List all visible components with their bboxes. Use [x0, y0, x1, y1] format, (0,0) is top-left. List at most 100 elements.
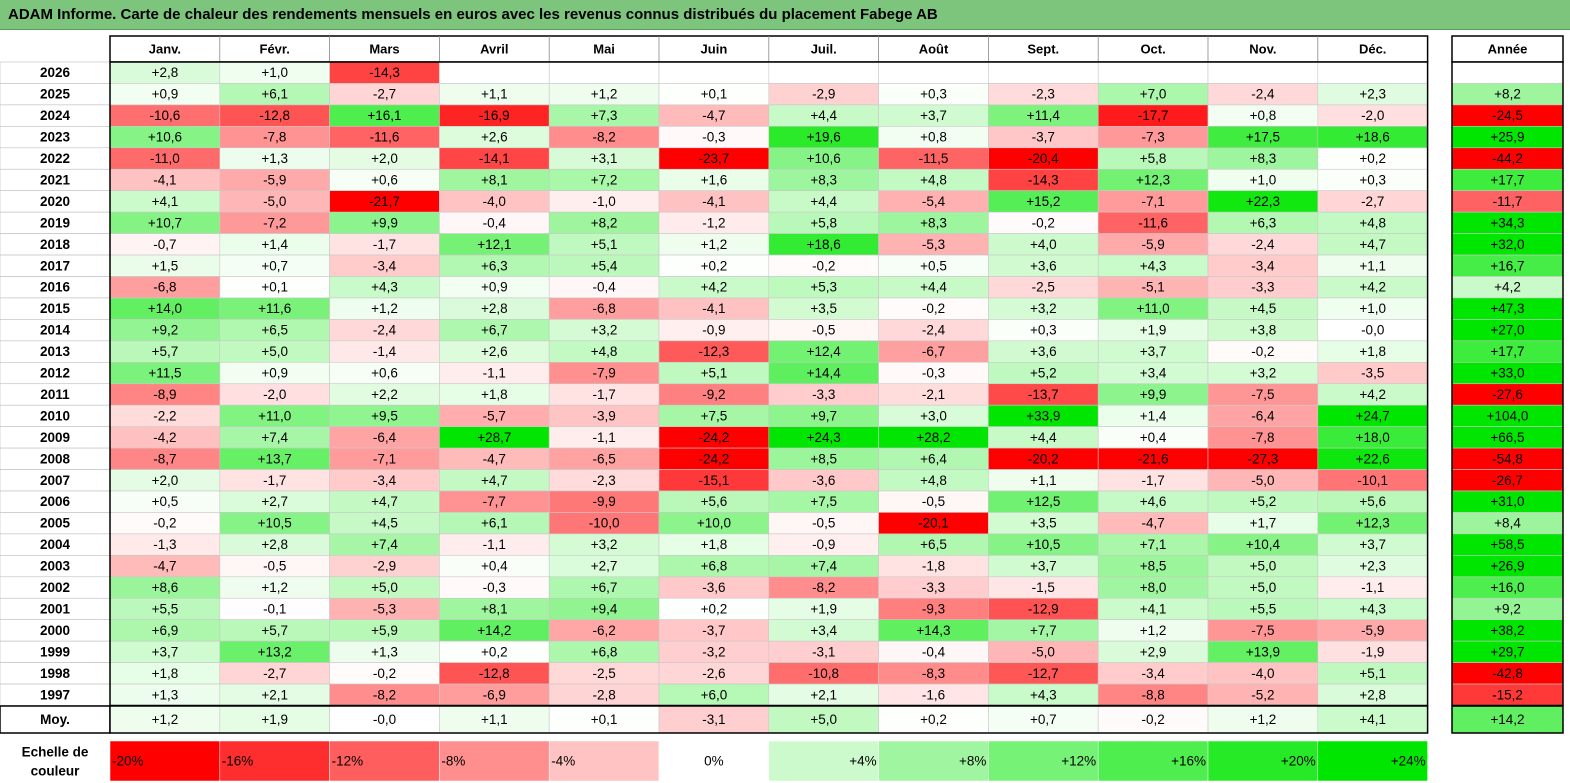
cell-value: -2,3 [1032, 87, 1055, 102]
cell-value: +9,2 [152, 323, 179, 338]
cell-value: -12,7 [1028, 666, 1059, 681]
cell-value: +1,8 [481, 387, 508, 402]
cell-value: +4,3 [1030, 687, 1057, 702]
chart-title: ADAM Informe. Carte de chaleur des rende… [8, 6, 938, 23]
cell-value: -8,7 [153, 451, 176, 466]
year-label: 2004 [40, 537, 71, 552]
cell-value: -0,2 [153, 516, 176, 531]
cell-value: +3,7 [1030, 559, 1057, 574]
scale-tick: -8% [441, 754, 465, 769]
cell-value: +2,8 [1359, 687, 1386, 702]
cell-value: -3,9 [592, 408, 615, 423]
cell-value: -2,8 [592, 687, 615, 702]
cell-value: +0,6 [371, 172, 398, 187]
cell-value: +1,7 [1250, 516, 1277, 531]
cell-value: +4,5 [1250, 301, 1277, 316]
cell-value: +2,1 [261, 687, 288, 702]
cell-value: +4,7 [371, 494, 398, 509]
cell-value: -6,2 [592, 623, 615, 638]
cell-value: +12,1 [477, 237, 511, 252]
year-label: 2020 [40, 194, 70, 209]
cell-value: -1,8 [922, 559, 945, 574]
cell-value: -12,3 [699, 344, 730, 359]
cell-value: +18,6 [807, 237, 841, 252]
cell-value: +1,4 [261, 237, 288, 252]
cell-value: +15,2 [1026, 194, 1060, 209]
cell-value: +10,6 [148, 130, 182, 145]
cell-value: +5,7 [261, 623, 288, 638]
cell-value: -2,4 [922, 323, 946, 338]
cell-value: -8,9 [153, 387, 176, 402]
cell-value: -3,6 [812, 473, 835, 488]
scale-swatch [109, 740, 221, 782]
cell-value: +28,2 [916, 430, 950, 445]
heatmap-cell [1097, 61, 1209, 84]
year-label: 2025 [40, 87, 71, 102]
scale-swatch [658, 740, 770, 782]
heatmap-cell [1207, 61, 1319, 84]
cell-value: +4,8 [920, 473, 947, 488]
heatmap-cell [878, 61, 989, 84]
cell-value: -0,3 [702, 130, 725, 145]
annual-cell [1451, 61, 1564, 84]
cell-value: +5,4 [591, 258, 618, 273]
cell-value: +6,0 [701, 687, 728, 702]
cell-value: -2,3 [592, 473, 615, 488]
cell-value: +4,4 [810, 108, 837, 123]
cell-value: -2,2 [153, 408, 176, 423]
cell-value: -11,0 [150, 151, 180, 166]
cell-value: +28,7 [477, 430, 511, 445]
cell-value: +4,8 [591, 344, 618, 359]
annual-value: +8,4 [1494, 516, 1521, 531]
cell-value: +3,1 [591, 151, 618, 166]
scale-tick: +16% [1171, 754, 1206, 769]
cell-value: -20,4 [1028, 151, 1059, 166]
cell-value: -6,4 [1251, 408, 1275, 423]
scale-swatch [548, 740, 660, 782]
cell-value: +12,3 [1136, 172, 1170, 187]
year-label: 2009 [40, 430, 70, 445]
cell-value: +0,2 [701, 601, 728, 616]
cell-value: -3,4 [1141, 666, 1165, 681]
cell-value: +3,7 [1140, 344, 1167, 359]
cell-value: -6,9 [483, 687, 506, 702]
cell-value: -6,4 [373, 430, 397, 445]
annual-value: +104,0 [1487, 408, 1529, 423]
cell-value: -4,0 [483, 194, 506, 209]
cell-value: +6,1 [261, 87, 288, 102]
annual-value: +34,3 [1490, 215, 1524, 230]
cell-value: +4,4 [920, 280, 947, 295]
annual-value: +16,0 [1490, 580, 1524, 595]
cell-value: +9,9 [1140, 387, 1167, 402]
cell-value: +6,7 [591, 580, 618, 595]
scale-tick: -4% [551, 754, 575, 769]
cell-value: -6,8 [153, 280, 176, 295]
scale-swatch [988, 740, 1099, 782]
cell-value: +0,9 [481, 280, 508, 295]
year-label: 1999 [40, 644, 70, 659]
cell-value: +10,7 [148, 215, 182, 230]
year-label: 2008 [40, 451, 71, 466]
cell-value: -12,8 [259, 108, 290, 123]
annual-value: +16,7 [1490, 258, 1524, 273]
heatmap-cell [548, 61, 660, 84]
cell-value: -2,9 [373, 559, 396, 574]
cell-value: -11,6 [1138, 215, 1168, 230]
cell-value: -2,5 [1032, 280, 1055, 295]
scale-swatch [1097, 740, 1209, 782]
cell-value: -13,7 [1028, 387, 1059, 402]
cell-value: -1,4 [373, 344, 397, 359]
cell-value: -3,6 [702, 580, 725, 595]
cell-value: -1,7 [373, 237, 396, 252]
cell-value: -0,1 [263, 601, 286, 616]
annual-value: +66,5 [1490, 430, 1524, 445]
year-label: 2001 [40, 601, 71, 616]
avg-cell [1097, 705, 1209, 734]
cell-value: +14,4 [807, 366, 842, 381]
cell-value: -11,5 [919, 151, 949, 166]
avg-value: +0,2 [920, 712, 947, 727]
cell-value: -5,2 [1251, 687, 1274, 702]
annual-value: -24,5 [1492, 108, 1523, 123]
year-label: 2019 [40, 215, 70, 230]
cell-value: -5,0 [1032, 644, 1055, 659]
